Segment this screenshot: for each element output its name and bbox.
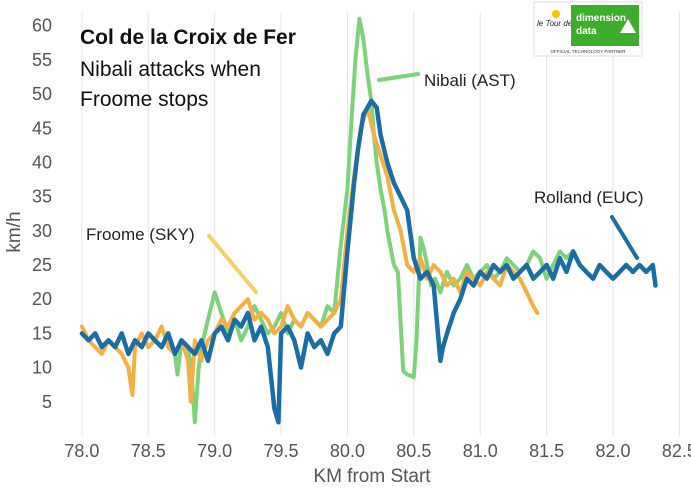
partner-text: OFFICIAL TECHNOLOGY PARTNER: [550, 49, 626, 54]
y-tick-label: 55: [32, 50, 52, 70]
axis-ticks: 78.0 78.5 79.0 79.5 80.0 80.5 81.0 81.5 82.0 82. 5…: [32, 16, 691, 461]
y-tick-label: 15: [32, 323, 52, 343]
x-tick-label: 78.5: [131, 441, 166, 461]
x-tick-label: 82.5: [662, 441, 691, 461]
tour-logo-text: le Tour de France: [537, 19, 600, 28]
chart-subtitle-line-1: Nibali attacks when: [80, 58, 261, 81]
y-tick-label: 30: [32, 221, 52, 241]
annotation-froome-label: Froome (SKY): [86, 225, 195, 244]
y-tick-label: 40: [32, 152, 52, 172]
series-line-froome-sky: [79, 105, 540, 404]
annotation-nibali-leader: [377, 72, 420, 82]
tour-logo-sun-icon: [552, 10, 560, 18]
y-axis-title: km/h: [4, 211, 25, 252]
x-tick-label: 79.5: [264, 441, 299, 461]
y-tick-label: 60: [32, 16, 52, 36]
x-axis-title: KM from Start: [313, 466, 431, 487]
annotation-rolland-label: Rolland (EUC): [534, 188, 644, 207]
y-tick-label: 45: [32, 118, 52, 138]
series-line-rolland-euc: [79, 98, 658, 425]
y-tick-label: 25: [32, 255, 52, 275]
x-tick-label: 82.0: [595, 441, 630, 461]
x-tick-label: 78.0: [64, 441, 99, 461]
y-tick-label: 50: [32, 84, 52, 104]
annotation-rolland-leader: [610, 215, 639, 260]
brand-text-line-2: data: [576, 26, 597, 37]
x-tick-label: 81.5: [529, 441, 564, 461]
chart-title: Col de la Croix de Fer: [80, 26, 296, 49]
annotation-rolland: Rolland (EUC): [534, 188, 644, 260]
y-tick-label: 10: [32, 358, 52, 378]
y-tick-label: 20: [32, 289, 52, 309]
chart-subtitle-line-2: Froome stops: [80, 88, 208, 111]
brand-triangle-icon: [620, 19, 636, 33]
x-tick-label: 80.0: [330, 441, 365, 461]
x-tick-label: 80.5: [396, 441, 431, 461]
y-tick-label: 35: [32, 187, 52, 207]
sponsor-logo: le Tour de France dimension data OFFICIA…: [533, 1, 643, 57]
annotation-froome: Froome (SKY): [86, 225, 258, 294]
annotation-nibali-label: Nibali (AST): [424, 71, 516, 90]
series-lines: [79, 16, 658, 425]
x-tick-label: 79.0: [197, 441, 232, 461]
annotation-froome-leader: [207, 234, 258, 294]
x-tick-label: 81.0: [463, 441, 498, 461]
tour-de-france-logo: le Tour de France: [537, 10, 600, 28]
brand-text-line-1: dimension: [576, 13, 626, 24]
annotation-nibali: Nibali (AST): [377, 71, 516, 90]
y-tick-label: 5: [42, 392, 52, 412]
